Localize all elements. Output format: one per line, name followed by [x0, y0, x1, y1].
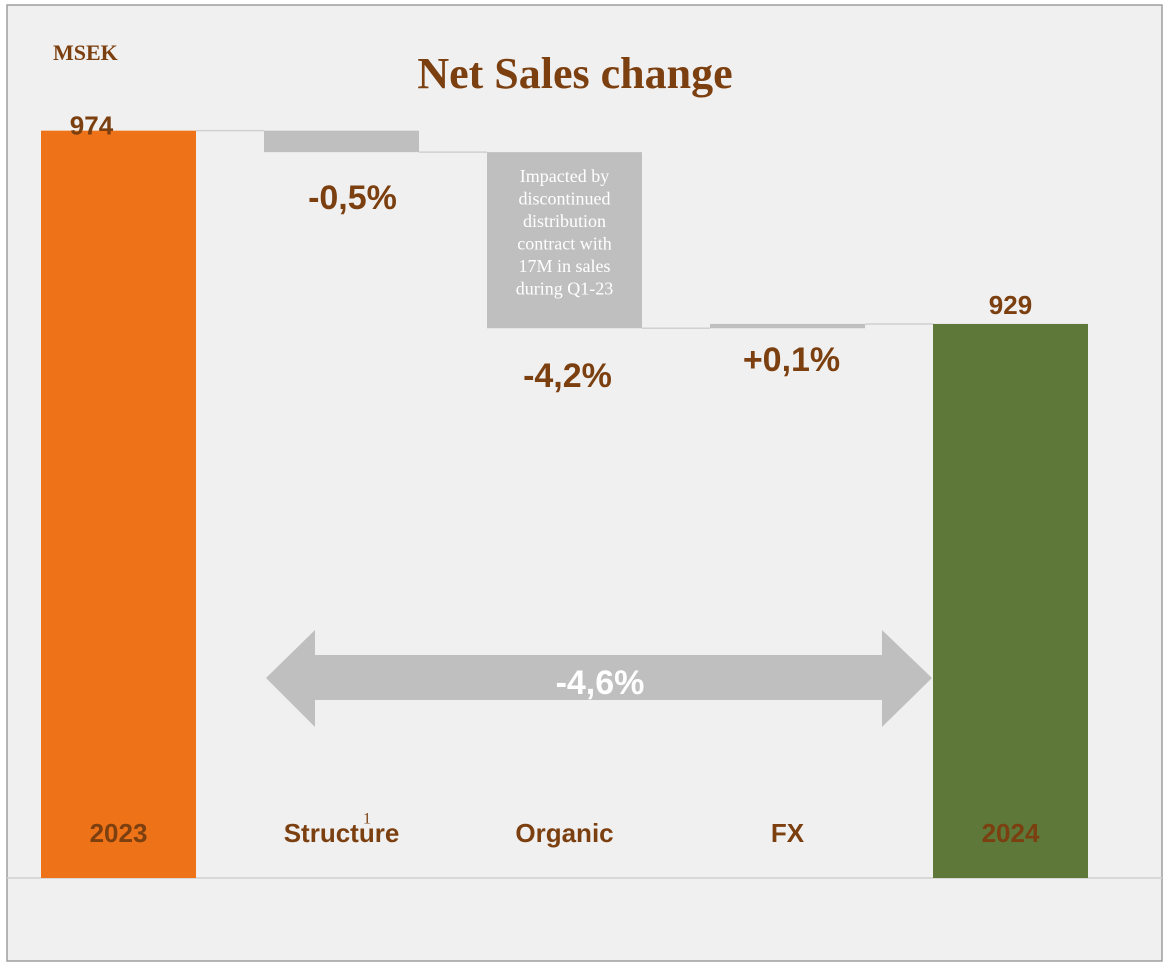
change-label: +0,1% — [743, 341, 840, 379]
value-label: 974 — [70, 111, 114, 141]
total-change-arrow — [266, 630, 932, 727]
bar — [487, 152, 642, 329]
value-label: 929 — [989, 290, 1032, 320]
x-tick-label: Organic — [515, 818, 613, 848]
change-label: -4,2% — [523, 357, 612, 395]
annotation-line: distribution — [523, 211, 606, 231]
unit-label: MSEK — [53, 40, 118, 65]
total-change-label: -4,6% — [556, 664, 645, 702]
bar — [933, 323, 1088, 878]
x-tick-label: FX — [771, 818, 805, 848]
annotation-line: contract with — [517, 234, 611, 254]
annotation-line: 17M in sales — [519, 256, 611, 276]
footnote-mark: 1 — [363, 811, 371, 828]
change-label: -0,5% — [308, 179, 397, 217]
bar — [41, 130, 196, 879]
chart-title: Net Sales change — [417, 49, 732, 98]
bar — [264, 130, 419, 153]
annotation-line: during Q1-23 — [516, 279, 614, 299]
annotation-line: Impacted by — [520, 166, 609, 186]
bar — [710, 323, 865, 329]
x-tick-label: Structure — [284, 818, 400, 848]
annotation-line: discontinued — [519, 189, 611, 209]
x-tick-label: 2024 — [982, 818, 1040, 848]
x-tick-label: 2023 — [90, 818, 148, 848]
